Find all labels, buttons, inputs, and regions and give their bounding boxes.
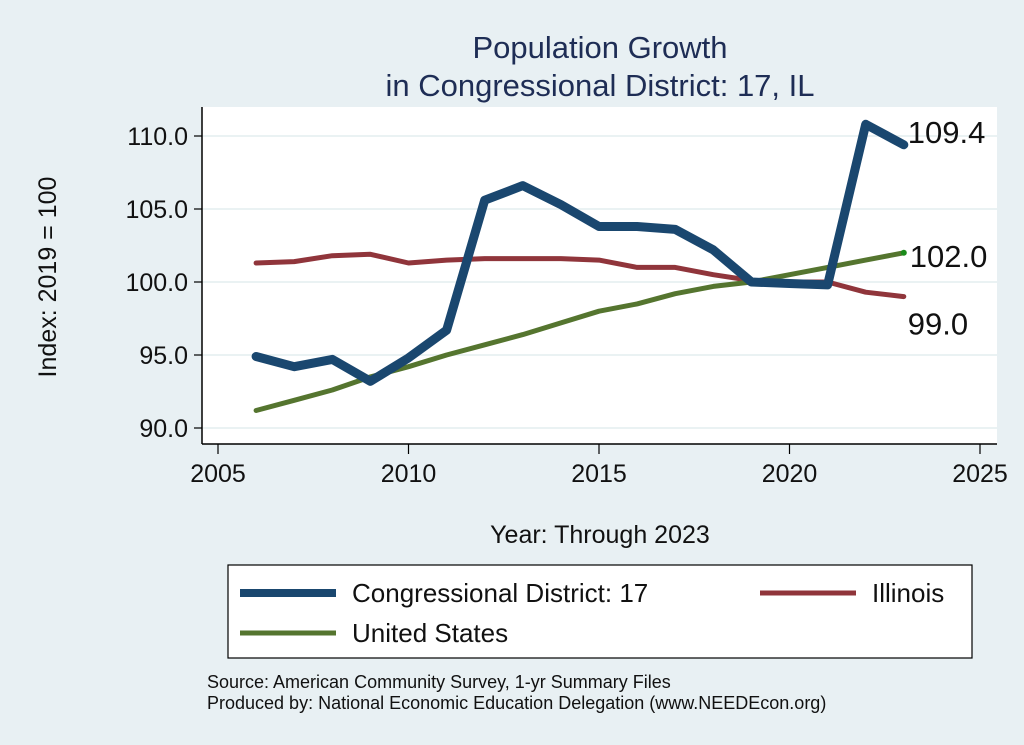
axes: 90.0 95.0 100.0 105.0 110.0 2005 2010 2015 2020 2… [125,107,1008,488]
us-end-point [900,249,907,256]
end-label-united-states: 102.0 [910,239,988,274]
chart-title-line-2: in Congressional District: 17, IL [385,68,814,103]
gridlines [202,135,997,429]
legend-box [227,564,973,659]
y-tick-label: 110.0 [127,123,188,151]
end-labels: 109.4 99.0 102.0 [908,115,988,342]
x-tick-label: 2015 [571,460,627,488]
legend: Congressional District: 17 Illinois United… [227,564,973,659]
chart-title-line-1: Population Growth [472,30,727,65]
y-axis-title: Index: 2019 = 100 [34,177,62,378]
series-lines [251,119,909,413]
series-line-congressional-district-17 [251,119,909,386]
y-tick-label: 100.0 [125,269,188,297]
x-tick-label: 2020 [762,460,818,488]
y-tick-label: 90.0 [139,415,188,443]
producer-note: Produced by: National Economic Education… [207,693,826,713]
source-note: Source: American Community Survey, 1-yr … [207,672,671,692]
x-tick-label: 2025 [952,460,1008,488]
end-label-congressional-district-17: 109.4 [908,115,986,150]
legend-label: Congressional District: 17 [352,578,648,608]
y-tick-label: 105.0 [125,196,188,224]
x-tick-label: 2010 [381,460,437,488]
x-axis-title: Year: Through 2023 [490,521,710,549]
y-tick-label: 95.0 [139,342,188,370]
legend-label: Illinois [872,578,944,608]
legend-label: United States [352,618,508,648]
end-label-illinois: 99.0 [908,307,968,342]
x-tick-label: 2005 [190,460,246,488]
